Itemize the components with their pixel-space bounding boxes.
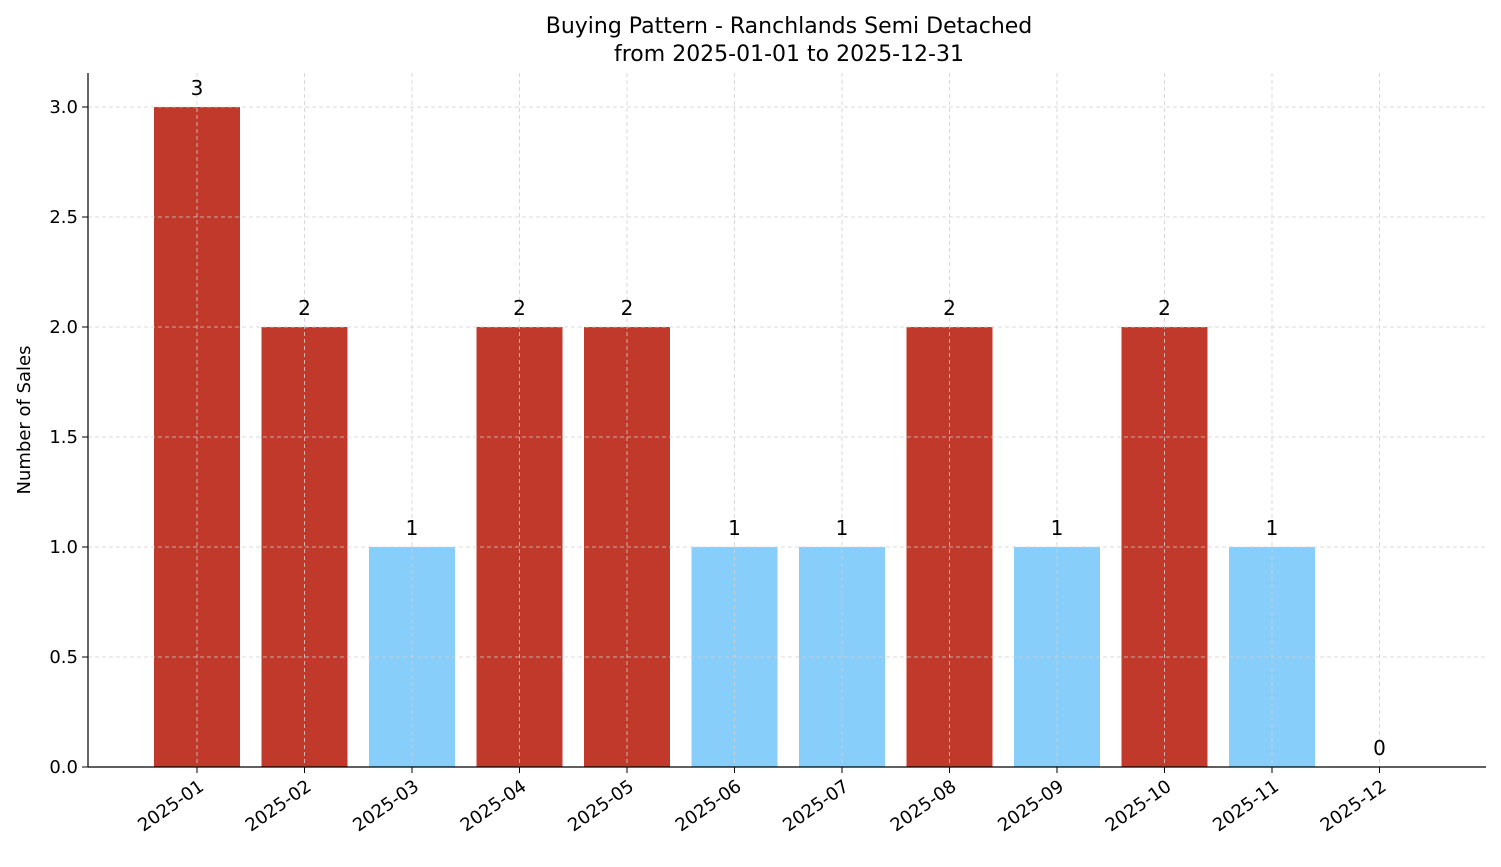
value-label: 3 [191,76,204,100]
y-tick-label: 1.0 [49,537,78,558]
y-tick-label: 2.0 [49,317,78,338]
y-tick-label: 0.5 [49,647,78,668]
value-label: 1 [836,516,849,540]
x-tick-label: 2025-09 [994,776,1068,836]
y-tick-label: 1.5 [49,427,78,448]
value-labels: 3 2 1 2 2 1 1 2 1 2 1 0 [191,76,1386,760]
chart-title: Buying Pattern - Ranchlands Semi Detache… [546,14,1033,39]
value-label: 2 [513,296,526,320]
value-label: 0 [1373,736,1386,760]
x-tick-label: 2025-01 [134,776,208,836]
x-tick-label: 2025-12 [1317,776,1391,836]
y-tick-label: 2.5 [49,207,78,228]
value-label: 2 [1158,296,1171,320]
y-axis-label: Number of Sales [14,345,35,494]
chart-subtitle: from 2025-01-01 to 2025-12-31 [614,42,964,67]
x-tick-label: 2025-05 [564,776,638,836]
x-tick-label: 2025-08 [887,776,961,836]
value-label: 2 [298,296,311,320]
y-tick-label: 0.0 [49,757,78,778]
x-tick-label: 2025-11 [1209,776,1283,836]
value-label: 2 [943,296,956,320]
value-label: 2 [621,296,634,320]
bar-2025-10 [1121,327,1208,767]
x-tick-label: 2025-04 [457,776,531,836]
value-label: 1 [1266,516,1279,540]
y-tick-label: 3.0 [49,97,78,118]
x-tick-label: 2025-03 [349,776,423,836]
x-tick-label: 2025-06 [672,776,746,836]
x-tick-label: 2025-07 [779,776,853,836]
value-label: 1 [406,516,419,540]
value-label: 1 [1051,516,1064,540]
x-tick-label: 2025-10 [1102,776,1176,836]
x-tick-label: 2025-02 [242,776,316,836]
value-label: 1 [728,516,741,540]
